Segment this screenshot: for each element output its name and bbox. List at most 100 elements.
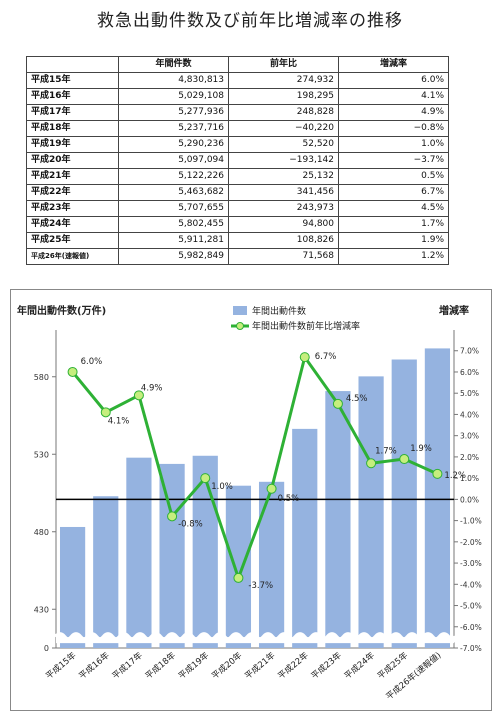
right-tick-label: 4.0% [460,410,479,419]
count-cell: 5,707,655 [118,200,229,217]
header-count: 年間件数 [118,56,229,73]
rate-point [200,473,211,484]
year-cell: 平成22年 [26,184,119,201]
count-cell: 5,982,849 [118,248,229,265]
right-tick-label: 1.0% [460,474,479,483]
right-tick-label: -6.0% [460,623,482,632]
bar [391,359,417,648]
table-row: 平成18年 5,237,716 −40,220 −0.8% [26,120,449,137]
page-title: 救急出動件数及び前年比増減率の推移 [97,11,403,31]
x-tick-label: 平成22年 [276,650,311,682]
rate-line [71,353,439,583]
rate-data-label: 1.7% [375,446,397,456]
diff-cell: 94,800 [228,216,339,233]
rate-cell: −3.7% [338,152,449,169]
table-row: 平成25年 5,911,281 108,826 1.9% [26,232,449,249]
diff-cell: 52,520 [228,136,339,153]
x-tick-label: 平成26年(速報値) [384,650,444,702]
count-cell: 5,277,936 [118,104,229,121]
chart-panel: 0 430 480 530 580 7.0% 6.0% 5.0% 4.0% 3.0% 2.0% 1.0… [10,289,492,711]
data-table: 年間件数 前年比 増減率 平成15年 4,830,813 274,932 6.0% 平成… [26,56,449,265]
year-cell: 平成23年 [26,200,119,217]
rate-point [366,458,377,469]
x-tick-label: 平成24年 [342,650,377,682]
rate-data-label: 6.7% [315,352,337,362]
table-row: 平成16年 5,029,108 198,295 4.1% [26,88,449,105]
right-axis-title: 増減率 [439,304,469,317]
right-tick-label: 3.0% [460,432,479,441]
count-cell: 5,097,094 [118,152,229,169]
x-tick-label: 平成21年 [243,650,278,682]
rate-cell: 1.2% [338,248,449,265]
bar [258,481,285,648]
rate-cell: 1.7% [338,216,449,233]
x-tick-label: 平成15年 [44,650,79,682]
diff-cell: 198,295 [228,88,339,105]
table-row: 平成17年 5,277,936 248,828 4.9% [26,104,449,121]
x-tick-label: 平成19年 [176,650,211,682]
x-tick-label: 平成20年 [209,650,244,682]
right-tick-label: 7.0% [460,347,479,356]
rate-cell: 6.7% [338,184,449,201]
year-cell: 平成21年 [26,168,119,185]
table-row: 平成21年 5,122,226 25,132 0.5% [26,168,449,185]
table-row: 平成23年 5,707,655 243,973 4.5% [26,200,449,217]
count-cell: 5,290,236 [118,136,229,153]
left-tick-label: 580 [34,373,49,382]
x-tick-label: 平成16年 [77,650,112,682]
bar [325,391,351,648]
rate-data-label: 1.0% [211,482,233,492]
axis-break-wave [54,632,458,643]
rate-data-label: 4.1% [108,416,130,426]
count-cell: 5,911,281 [118,232,229,249]
diff-cell: 248,828 [228,104,339,121]
legend-bar-swatch [233,306,247,315]
header-diff: 前年比 [228,56,339,73]
bar [93,496,119,648]
right-tick-label: -1.0% [460,517,482,526]
year-cell: 平成17年 [26,104,119,121]
combo-chart: 0 430 480 530 580 7.0% 6.0% 5.0% 4.0% 3.0% 2.0% 1.0… [17,304,482,702]
diff-cell: 341,456 [228,184,339,201]
rate-point [399,454,410,465]
x-tick-label: 平成18年 [143,650,178,682]
table-row: 平成22年 5,463,682 341,456 6.7% [26,184,449,201]
x-tick-label: 平成17年 [110,650,145,682]
rate-point [133,390,144,401]
year-cell: 平成26年(速報値) [26,248,119,265]
rate-data-label: 6.0% [81,357,103,367]
right-tick-label: 5.0% [460,389,479,398]
year-cell: 平成25年 [26,232,119,249]
bar [126,457,152,648]
count-cell: 5,122,226 [118,168,229,185]
rate-point [100,407,111,418]
count-cell: 5,802,455 [118,216,229,233]
rate-cell: 4.5% [338,200,449,217]
rate-cell: 0.5% [338,168,449,185]
table-row: 平成20年 5,097,094 −193,142 −3.7% [26,152,449,169]
left-tick-label: 430 [34,605,49,614]
rate-cell: 4.9% [338,104,449,121]
rate-data-label: 4.5% [346,394,368,404]
bar [292,428,318,648]
right-tick-label: 6.0% [460,368,479,377]
year-cell: 平成19年 [26,136,119,153]
rate-point [266,483,277,494]
left-tick-label: 530 [34,450,49,459]
rate-cell: 1.9% [338,232,449,249]
diff-cell: 108,826 [228,232,339,249]
table-row: 平成19年 5,290,236 52,520 1.0% [26,136,449,153]
header-year [26,56,119,73]
rate-data-label: 1.9% [410,444,432,454]
bar [358,376,384,648]
diff-cell: 71,568 [228,248,339,265]
year-cell: 平成24年 [26,216,119,233]
rate-data-label: -0.8% [178,519,203,529]
rate-data-label: 1.2% [444,471,466,481]
right-tick-label: -7.0% [460,644,482,653]
year-cell: 平成20年 [26,152,119,169]
rate-point [432,468,443,479]
rate-cell: 4.1% [338,88,449,105]
bar [424,348,451,648]
rate-data-label: 0.5% [278,494,300,504]
